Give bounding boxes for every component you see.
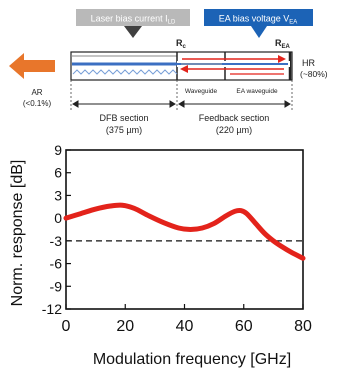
svg-text:EA bias voltage VEA: EA bias voltage VEA xyxy=(219,14,298,26)
waveguide-label: Waveguide xyxy=(185,88,218,95)
x-ticks: 0 20 40 60 80 xyxy=(62,304,312,335)
svg-text:Laser bias current ILD: Laser bias current ILD xyxy=(91,14,176,26)
dfb-grating xyxy=(72,69,178,75)
x-tick-label: 0 xyxy=(62,318,71,335)
ar-output-arrow xyxy=(9,53,55,79)
rea-label: REA xyxy=(275,38,291,50)
laser-bias-arrow xyxy=(124,26,142,38)
y-ticks: 9 6 3 0 -3 -6 -9 -12 xyxy=(42,142,71,317)
y-tick-label: 9 xyxy=(54,142,62,158)
ar-pct: (<0.1%) xyxy=(23,99,52,108)
y-tick-label: 3 xyxy=(54,187,62,203)
response-curve xyxy=(63,202,306,261)
laser-bias-sub: LD xyxy=(168,20,176,26)
ea-bias-arrow xyxy=(251,26,267,38)
x-axis-label: Modulation frequency [GHz] xyxy=(93,351,291,368)
x-tick-label: 60 xyxy=(235,318,253,335)
x-tick-label: 20 xyxy=(116,318,134,335)
dfb-section-label: DFB section xyxy=(99,113,148,123)
y-tick-label: -12 xyxy=(42,301,62,317)
hr-label: HR xyxy=(302,58,315,68)
y-tick-label: -9 xyxy=(50,278,63,294)
laser-bias-label: Laser bias current I xyxy=(91,14,168,24)
laser-bias-box: Laser bias current ILD xyxy=(76,9,190,26)
section-arrows xyxy=(72,100,291,108)
feedback-section-label: Feedback section xyxy=(199,113,270,123)
ea-bias-label: EA bias voltage V xyxy=(219,14,290,24)
ea-bias-box: EA bias voltage VEA xyxy=(204,9,313,26)
ea-bias-sub: EA xyxy=(289,20,297,26)
dfb-section-len: (375 µm) xyxy=(106,125,142,135)
x-tick-label: 40 xyxy=(176,318,194,335)
y-axis-label: Norm. response [dB] xyxy=(9,160,26,307)
section-guides xyxy=(70,80,293,112)
y-tick-label: 0 xyxy=(54,210,62,226)
response-chart: 9 6 3 0 -3 -6 -9 -12 0 20 40 60 80 Modulation frequ… xyxy=(9,142,312,368)
y-tick-label: -6 xyxy=(50,256,63,272)
ar-label: AR xyxy=(31,88,42,97)
rc-label: Rc xyxy=(176,38,187,50)
device-structure xyxy=(70,51,293,81)
x-tick-label: 80 xyxy=(294,318,312,335)
hr-pct: (~80%) xyxy=(300,69,328,79)
y-tick-label: -3 xyxy=(50,233,63,249)
y-tick-label: 6 xyxy=(54,165,62,181)
ea-waveguide-label: EA waveguide xyxy=(236,88,278,95)
feedback-section-len: (220 µm) xyxy=(216,125,252,135)
